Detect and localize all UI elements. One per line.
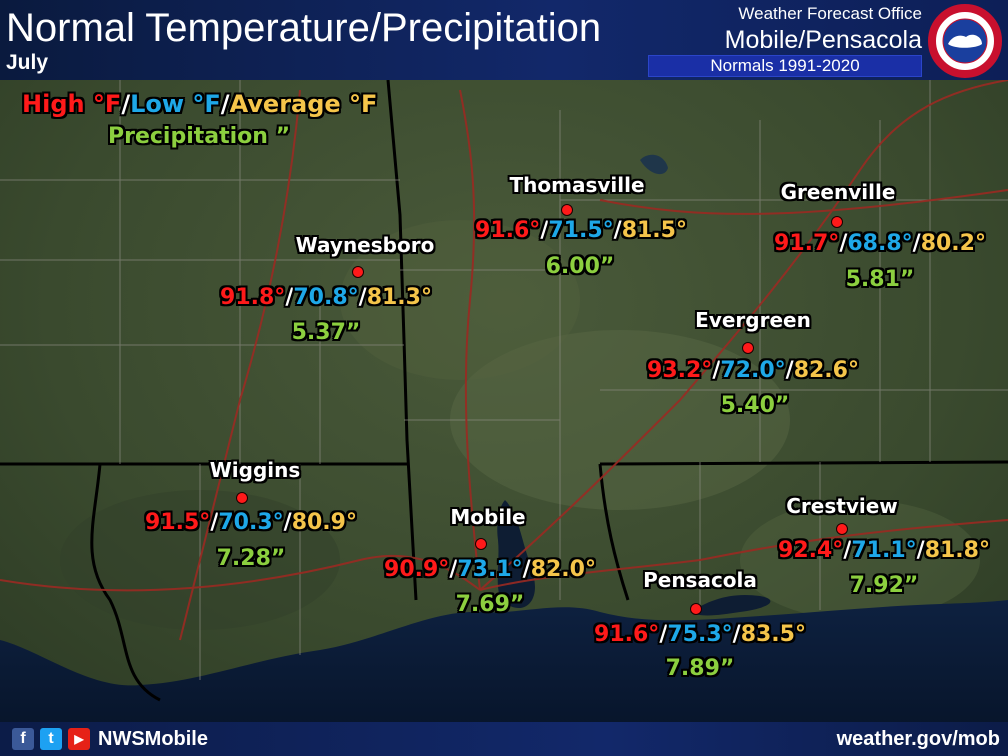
gulf-of-mexico xyxy=(0,600,1008,756)
lake xyxy=(640,154,668,175)
avg-temp: 83.5° xyxy=(740,622,806,647)
city-marker-greenville xyxy=(831,216,843,228)
pensacola-bay xyxy=(690,594,771,616)
city-name-thomasville: Thomasville xyxy=(509,173,645,197)
city-marker-thomasville xyxy=(561,204,573,216)
nws-logo-icon xyxy=(928,4,1002,78)
city-temps-wiggins: 91.5°/70.3°/80.9° xyxy=(145,510,357,535)
high-temp: 91.6° xyxy=(475,218,541,243)
state-line xyxy=(598,463,630,601)
high-temp: 90.9° xyxy=(384,557,450,582)
state-line xyxy=(599,460,1008,466)
avg-temp: 82.6° xyxy=(793,358,859,383)
city-name-pensacola: Pensacola xyxy=(643,568,757,592)
city-marker-mobile xyxy=(475,538,487,550)
city-precip-crestview: 7.92” xyxy=(849,573,919,598)
low-temp: 75.3° xyxy=(667,622,733,647)
land-patch xyxy=(740,500,980,620)
state-line xyxy=(386,79,418,601)
city-name-mobile: Mobile xyxy=(450,505,526,529)
legend-high: High °F xyxy=(22,90,122,118)
avg-temp: 82.0° xyxy=(530,557,596,582)
city-name-crestview: Crestview xyxy=(786,494,898,518)
low-temp: 73.1° xyxy=(457,557,523,582)
city-marker-wiggins xyxy=(236,492,248,504)
low-temp: 70.8° xyxy=(293,285,359,310)
normals-period-badge: Normals 1991-2020 xyxy=(648,55,922,77)
social-handle[interactable]: NWSMobile xyxy=(98,728,208,750)
month-label: July xyxy=(6,51,49,74)
twitter-icon[interactable]: t xyxy=(40,728,62,750)
legend-average: Average °F xyxy=(229,90,378,118)
high-temp: 93.2° xyxy=(647,358,713,383)
high-temp: 91.7° xyxy=(774,231,840,256)
city-name-greenville: Greenville xyxy=(780,180,896,204)
avg-temp: 81.5° xyxy=(621,218,687,243)
footer-bar: f t ▶ NWSMobile weather.gov/mob xyxy=(0,722,1008,756)
avg-temp: 81.8° xyxy=(924,538,990,563)
city-temps-evergreen: 93.2°/72.0°/82.6° xyxy=(647,358,859,383)
legend-low: Low °F xyxy=(130,90,221,118)
city-precip-evergreen: 5.40” xyxy=(720,393,790,418)
office-label: Weather Forecast Office xyxy=(738,4,922,23)
high-temp: 91.6° xyxy=(594,622,660,647)
highways xyxy=(0,79,1008,641)
city-name-evergreen: Evergreen xyxy=(695,308,811,332)
high-temp: 91.8° xyxy=(220,285,286,310)
website-link[interactable]: weather.gov/mob xyxy=(836,728,1000,750)
city-temps-thomasville: 91.6°/71.5°/81.5° xyxy=(475,218,687,243)
low-temp: 70.3° xyxy=(218,510,284,535)
legend-precipitation: Precipitation ” xyxy=(108,124,291,149)
city-name-wiggins: Wiggins xyxy=(209,458,301,482)
city-precip-pensacola: 7.89” xyxy=(665,656,735,681)
facebook-icon[interactable]: f xyxy=(12,728,34,750)
low-temp: 71.5° xyxy=(548,218,614,243)
city-temps-pensacola: 91.6°/75.3°/83.5° xyxy=(594,622,806,647)
youtube-icon[interactable]: ▶ xyxy=(68,728,90,750)
low-temp: 72.0° xyxy=(720,358,786,383)
avg-temp: 80.9° xyxy=(291,510,357,535)
city-precip-mobile: 7.69” xyxy=(455,592,525,617)
legend-separator: / xyxy=(121,90,131,118)
city-precip-thomasville: 6.00” xyxy=(545,254,615,279)
city-marker-pensacola xyxy=(690,603,702,615)
high-temp: 92.4° xyxy=(778,538,844,563)
city-name-waynesboro: Waynesboro xyxy=(295,233,435,257)
avg-temp: 81.3° xyxy=(366,285,432,310)
land-patch xyxy=(450,330,790,510)
page-title: Normal Temperature/Precipitation xyxy=(6,6,602,50)
city-temps-greenville: 91.7°/68.8°/80.2° xyxy=(774,231,986,256)
avg-temp: 80.2° xyxy=(920,231,986,256)
low-temp: 68.8° xyxy=(847,231,913,256)
city-precip-wiggins: 7.28” xyxy=(216,546,286,571)
legend-separator: / xyxy=(220,90,230,118)
high-temp: 91.5° xyxy=(145,510,211,535)
city-temps-mobile: 90.9°/73.1°/82.0° xyxy=(384,557,596,582)
city-precip-greenville: 5.81” xyxy=(845,267,915,292)
low-temp: 71.1° xyxy=(851,538,917,563)
city-marker-evergreen xyxy=(742,342,754,354)
state-line xyxy=(90,463,161,702)
legend-temperature: High °F/Low °F/Average °F xyxy=(22,90,377,118)
city-temps-waynesboro: 91.8°/70.8°/81.3° xyxy=(220,285,432,310)
city-marker-crestview xyxy=(836,523,848,535)
header-banner: Normal Temperature/Precipitation July We… xyxy=(0,0,1008,80)
office-name: Mobile/Pensacola xyxy=(724,26,922,54)
city-marker-waynesboro xyxy=(352,266,364,278)
city-precip-waynesboro: 5.37” xyxy=(291,320,361,345)
city-temps-crestview: 92.4°/71.1°/81.8° xyxy=(778,538,990,563)
